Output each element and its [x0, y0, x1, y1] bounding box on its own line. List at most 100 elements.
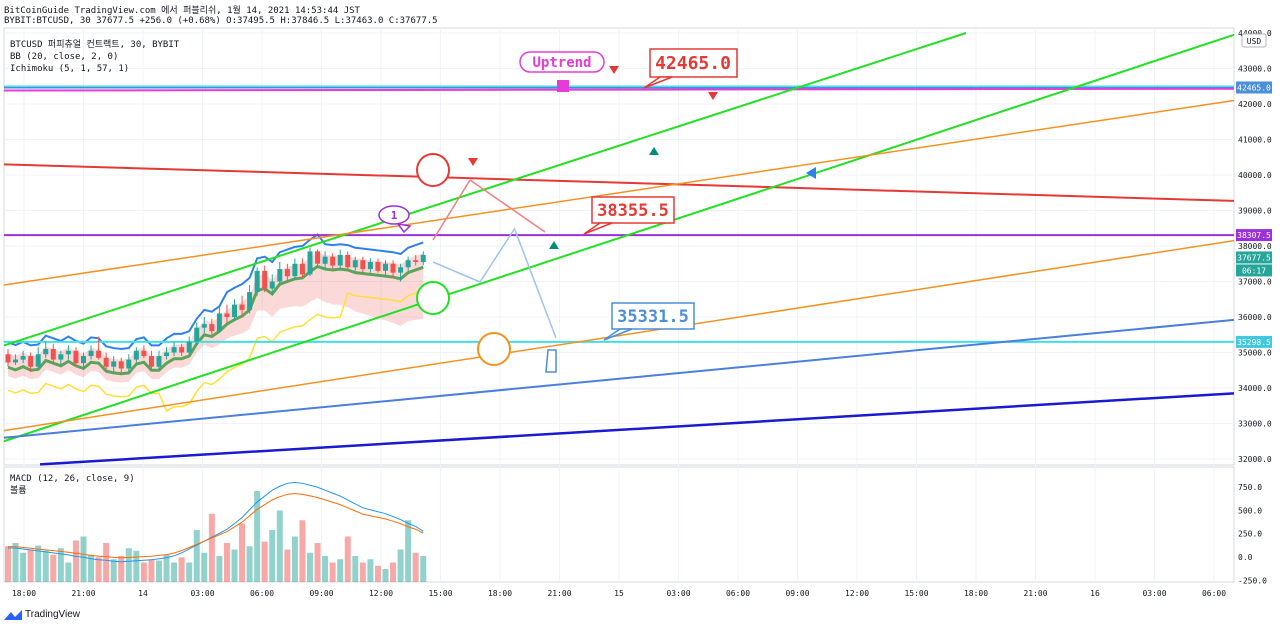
ichimoku-cloud-area	[8, 252, 424, 383]
time-tick-label: 18:00	[488, 589, 512, 598]
macd-tick-label: 750.0	[1238, 483, 1262, 492]
volume-bar	[382, 569, 389, 582]
time-tick-label: 21:00	[71, 589, 95, 598]
time-tick-label: 18:00	[964, 589, 988, 598]
candle-body	[171, 347, 177, 353]
annotations	[416, 66, 816, 373]
ichimoku-cloud	[8, 252, 424, 383]
candle-body	[262, 270, 268, 289]
axes: 44000.043000.042000.041000.040000.039000…	[12, 29, 1272, 598]
uptrend-text: Uptrend	[532, 55, 591, 71]
volume-bar	[193, 530, 200, 582]
candle-body	[65, 350, 71, 355]
candle-body	[194, 327, 200, 342]
volume-bar	[42, 550, 49, 582]
volume-bar	[420, 556, 427, 582]
time-tick-label: 12:00	[845, 589, 869, 598]
price-tick-label: 42000.0	[1238, 100, 1272, 109]
candle-body	[148, 356, 154, 367]
time-tick-label: 03:00	[1142, 589, 1166, 598]
candle-body	[239, 304, 245, 310]
projection-arrow	[479, 227, 516, 283]
volume-bar	[125, 548, 132, 582]
uptrend-callout[interactable]: Uptrend	[519, 51, 605, 73]
signal-line	[8, 493, 424, 559]
tradingview-logo[interactable]: TradingView	[4, 609, 80, 620]
candle-body	[141, 350, 147, 357]
volume-bar	[390, 562, 397, 582]
price-tick-label: 34000.0	[1238, 384, 1272, 393]
candle-body	[375, 261, 381, 271]
candle-body	[96, 350, 102, 358]
volume-bar	[27, 549, 34, 582]
candle-body	[254, 270, 260, 293]
volume-bar	[50, 554, 57, 582]
time-tick-label: 18:00	[12, 589, 36, 598]
price-tick-label: 38000.0	[1238, 242, 1272, 251]
candle-body	[277, 269, 283, 282]
navy-trend-line	[39, 392, 1235, 466]
volume-bar	[352, 556, 359, 582]
price-label-42465[interactable]: 42465.0	[643, 48, 738, 89]
time-tick-label: 06:00	[726, 589, 750, 598]
currency-box[interactable]	[1241, 33, 1267, 48]
volume-bar	[337, 559, 344, 582]
volume-bar	[95, 557, 102, 582]
down-arrow-icon	[609, 66, 619, 74]
candle-body	[299, 263, 305, 275]
volume-bar	[374, 565, 381, 582]
volume-bar	[88, 554, 95, 582]
candle-body	[133, 350, 139, 360]
price-badge-text: 06:17	[1242, 266, 1266, 275]
volume-bar	[171, 562, 178, 582]
volume-bar	[359, 562, 366, 582]
price-badge-text: 38307.5	[1237, 231, 1271, 240]
volume-bar	[103, 543, 110, 582]
macd-tick-label: 0.0	[1238, 553, 1253, 562]
price-badge	[1236, 229, 1272, 242]
orange-line-lower	[3, 239, 1235, 432]
volume-bar	[216, 556, 223, 582]
candle-body	[330, 256, 336, 266]
price-tick-label: 40000.0	[1238, 171, 1272, 180]
candle-body	[164, 352, 170, 357]
volume-bar	[367, 559, 374, 582]
candle-body	[420, 254, 426, 262]
time-tick-label: 15	[614, 589, 624, 598]
wave-1-text: 1	[391, 209, 398, 222]
candle-body	[28, 356, 34, 367]
volume-bar	[72, 540, 79, 582]
candle-body	[20, 356, 26, 360]
time-tick-label: 06:00	[250, 589, 274, 598]
time-tick-label: 09:00	[785, 589, 809, 598]
time-tick-label: 03:00	[666, 589, 690, 598]
time-tick-label: 09:00	[309, 589, 333, 598]
candle-body	[13, 359, 19, 363]
candle-body	[81, 356, 86, 364]
volume-bar	[163, 554, 170, 582]
candle-body	[224, 313, 230, 317]
candle-body	[186, 341, 192, 353]
price-label-38355[interactable]: 38355.5	[583, 196, 675, 235]
candle-body	[209, 324, 215, 332]
volume-bar	[405, 520, 412, 582]
legend-bb: BB (20, close, 2, 0)	[10, 52, 118, 62]
currency-label: USD	[1247, 37, 1262, 46]
volume-bar	[329, 562, 336, 582]
price-tick-label: 43000.0	[1238, 65, 1272, 74]
wave-1-marker[interactable]: 1	[378, 205, 412, 234]
red-resistance-line	[3, 163, 1235, 202]
volume-bar	[291, 536, 298, 582]
volume-bar	[344, 536, 351, 582]
candle-body	[73, 350, 79, 364]
candle-body	[156, 356, 162, 367]
price-badge	[1236, 335, 1272, 348]
up-arrow-icon	[649, 147, 659, 155]
price-label-35331[interactable]: 35331.5	[603, 302, 695, 341]
price-tick-label: 37000.0	[1238, 278, 1272, 287]
time-tick-label: 12:00	[369, 589, 393, 598]
candle-body	[103, 357, 109, 367]
candle-body	[360, 260, 366, 270]
